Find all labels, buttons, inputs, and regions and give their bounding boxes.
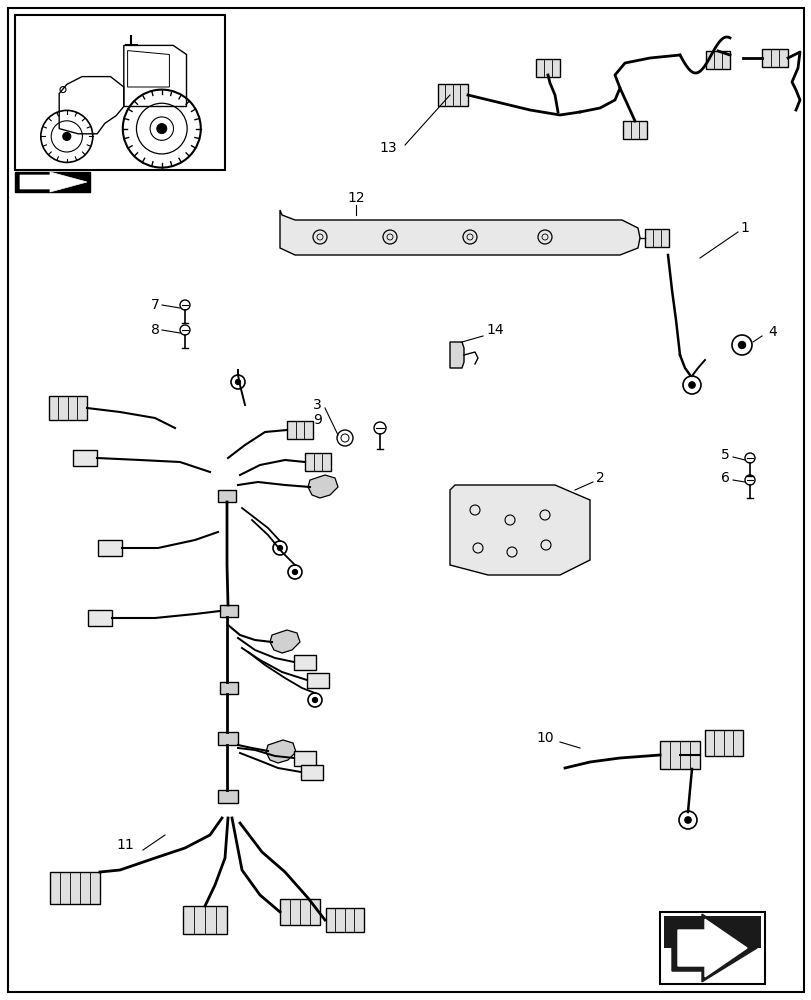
- Polygon shape: [449, 485, 590, 575]
- Bar: [98, 540, 122, 556]
- Polygon shape: [672, 914, 756, 982]
- Bar: [761, 49, 787, 67]
- Text: 14: 14: [486, 323, 503, 337]
- Polygon shape: [449, 342, 463, 368]
- Polygon shape: [266, 740, 296, 763]
- Bar: [50, 872, 100, 904]
- Text: 9: 9: [313, 413, 322, 427]
- Bar: [286, 421, 312, 439]
- Text: 12: 12: [347, 191, 364, 205]
- Bar: [305, 453, 331, 471]
- Circle shape: [235, 380, 240, 384]
- Polygon shape: [677, 919, 746, 977]
- Bar: [217, 490, 236, 502]
- Bar: [15, 15, 225, 170]
- Polygon shape: [280, 210, 639, 255]
- Bar: [220, 682, 238, 694]
- Bar: [49, 396, 87, 420]
- Circle shape: [737, 342, 744, 349]
- Bar: [73, 450, 97, 466]
- Text: 5: 5: [720, 448, 729, 462]
- Circle shape: [292, 570, 297, 574]
- Polygon shape: [270, 630, 299, 653]
- Bar: [663, 916, 760, 948]
- Text: 8: 8: [150, 323, 159, 337]
- Text: 10: 10: [535, 731, 553, 745]
- Bar: [294, 654, 315, 670]
- Text: 6: 6: [720, 471, 729, 485]
- Circle shape: [312, 698, 317, 702]
- Polygon shape: [307, 475, 337, 498]
- Text: 2: 2: [595, 471, 603, 485]
- Bar: [704, 730, 742, 756]
- Bar: [307, 672, 328, 688]
- Circle shape: [277, 546, 282, 550]
- Bar: [705, 51, 729, 69]
- Bar: [217, 790, 238, 803]
- Text: 3: 3: [313, 398, 322, 412]
- Bar: [182, 906, 227, 934]
- Text: 13: 13: [379, 141, 397, 155]
- Bar: [535, 59, 560, 77]
- Bar: [280, 899, 320, 925]
- Bar: [659, 741, 699, 769]
- Text: 7: 7: [150, 298, 159, 312]
- Polygon shape: [20, 172, 87, 192]
- Text: 11: 11: [116, 838, 134, 852]
- Bar: [622, 121, 646, 139]
- Circle shape: [157, 124, 167, 134]
- Bar: [301, 764, 323, 780]
- Bar: [220, 605, 238, 617]
- Bar: [294, 750, 315, 766]
- Circle shape: [62, 132, 71, 140]
- Bar: [659, 912, 764, 984]
- Circle shape: [688, 382, 694, 388]
- Text: 4: 4: [767, 325, 776, 339]
- Bar: [325, 908, 363, 932]
- Circle shape: [684, 817, 690, 823]
- Bar: [88, 610, 112, 626]
- Bar: [644, 229, 668, 247]
- Bar: [217, 732, 238, 745]
- Bar: [15, 172, 90, 192]
- Text: 1: 1: [740, 221, 749, 235]
- Bar: [437, 84, 467, 106]
